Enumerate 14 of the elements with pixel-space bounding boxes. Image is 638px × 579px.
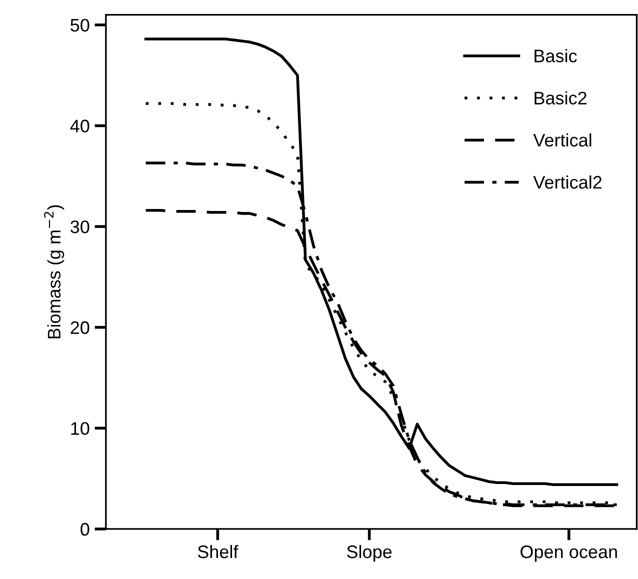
x-tick-label: Open ocean — [520, 545, 617, 562]
legend-label: Vertical — [533, 133, 592, 147]
x-tick-label: Slope — [347, 544, 392, 562]
legend-label: Basic2 — [534, 91, 586, 104]
y-tick-label: 40 — [70, 120, 90, 132]
legend-label: Basic — [534, 49, 577, 62]
y-tick-label: 50 — [70, 18, 90, 32]
legend-label: Vertical2 — [533, 175, 602, 189]
y-axis-title: Biomass (g m$^{−2}$) — [44, 205, 64, 338]
y-tick-label: 30 — [70, 220, 90, 234]
y-tick-label: 0 — [80, 522, 90, 536]
y-tick-label: 10 — [71, 422, 90, 435]
y-tick-label: 20 — [70, 321, 90, 334]
x-tick-label: Shelf — [198, 544, 238, 558]
